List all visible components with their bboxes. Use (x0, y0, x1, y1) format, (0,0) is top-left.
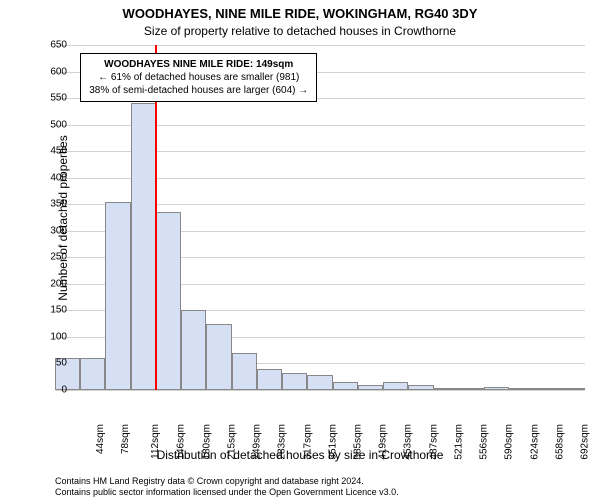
y-tick-label: 0 (61, 385, 67, 396)
footer-line2: Contains public sector information licen… (55, 487, 590, 498)
annotation-line1: WOODHAYES NINE MILE RIDE: 149sqm (89, 58, 308, 71)
y-tick-label: 400 (50, 172, 67, 183)
x-tick-label: 249sqm (252, 424, 263, 460)
histogram-bar (434, 388, 459, 390)
x-tick-label: 556sqm (479, 424, 490, 460)
x-tick-label: 692sqm (580, 424, 591, 460)
y-tick-label: 550 (50, 93, 67, 104)
x-tick-label: 419sqm (378, 424, 389, 460)
x-tick-label: 658sqm (554, 424, 565, 460)
histogram-bar (484, 387, 509, 390)
x-tick-label: 385sqm (353, 424, 364, 460)
footer-line1: Contains HM Land Registry data © Crown c… (55, 476, 590, 487)
footer-attribution: Contains HM Land Registry data © Crown c… (55, 476, 590, 498)
x-tick-label: 283sqm (277, 424, 288, 460)
y-tick-label: 350 (50, 199, 67, 210)
y-tick-label: 150 (50, 305, 67, 316)
histogram-bar (206, 324, 231, 390)
chart-title-line1: WOODHAYES, NINE MILE RIDE, WOKINGHAM, RG… (0, 6, 600, 21)
x-tick-label: 112sqm (150, 424, 161, 459)
y-tick-label: 250 (50, 252, 67, 263)
y-tick-label: 300 (50, 225, 67, 236)
gridline (55, 45, 585, 46)
x-tick-label: 44sqm (95, 424, 106, 454)
x-tick-label: 453sqm (403, 424, 414, 460)
annotation-line2: ← 61% of detached houses are smaller (98… (89, 71, 308, 84)
gridline (55, 390, 585, 391)
histogram-bar (156, 212, 181, 390)
x-tick-label: 487sqm (428, 424, 439, 460)
plot-area: Number of detached properties WOODHAYES … (55, 45, 585, 390)
x-tick-label: 590sqm (504, 424, 515, 460)
y-tick-label: 450 (50, 146, 67, 157)
y-axis-label: Number of detached properties (56, 135, 70, 300)
x-tick-label: 215sqm (226, 424, 237, 460)
histogram-bar (560, 388, 585, 390)
histogram-bar (181, 310, 206, 390)
annotation-line3: 38% of semi-detached houses are larger (… (89, 84, 308, 97)
y-tick-label: 600 (50, 66, 67, 77)
histogram-bar (105, 202, 130, 390)
chart-title-line2: Size of property relative to detached ho… (0, 24, 600, 38)
histogram-bar (282, 373, 307, 390)
y-tick-label: 100 (50, 331, 67, 342)
histogram-bar (383, 382, 408, 390)
x-tick-label: 317sqm (302, 424, 313, 460)
histogram-bar (408, 385, 433, 390)
y-tick-label: 650 (50, 40, 67, 51)
histogram-bar (232, 353, 257, 390)
y-tick-label: 500 (50, 119, 67, 130)
x-tick-label: 351sqm (327, 424, 338, 460)
histogram-bar (307, 375, 332, 390)
histogram-bar (459, 388, 484, 390)
histogram-bar (80, 358, 105, 390)
y-tick-label: 50 (56, 358, 67, 369)
x-tick-label: 78sqm (120, 424, 131, 454)
histogram-bar (257, 369, 282, 390)
histogram-bar (333, 382, 358, 390)
histogram-bar (509, 388, 534, 390)
annotation-box: WOODHAYES NINE MILE RIDE: 149sqm← 61% of… (80, 53, 317, 102)
histogram-bar (358, 385, 383, 390)
x-tick-label: 180sqm (201, 424, 212, 460)
x-tick-label: 146sqm (176, 424, 187, 460)
histogram-bar (131, 103, 156, 390)
y-tick-label: 200 (50, 278, 67, 289)
x-tick-label: 624sqm (529, 424, 540, 460)
x-tick-label: 521sqm (454, 424, 465, 460)
histogram-bar (535, 388, 560, 390)
